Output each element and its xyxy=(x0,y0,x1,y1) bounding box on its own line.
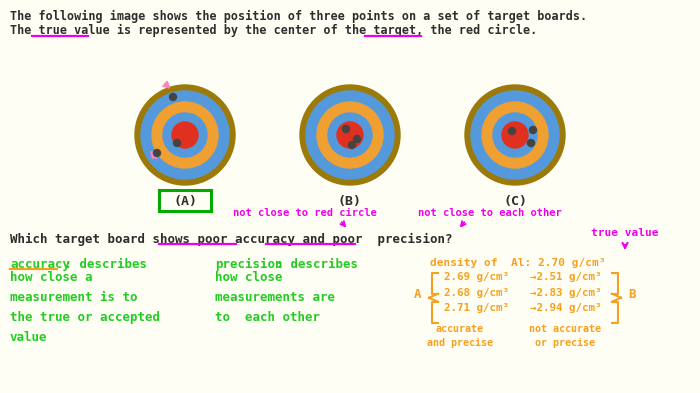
Text: 2.71 g/cm³: 2.71 g/cm³ xyxy=(444,303,509,313)
Text: The true value is represented by the center of the target, the red circle.: The true value is represented by the cen… xyxy=(10,24,538,37)
Circle shape xyxy=(306,91,394,179)
Circle shape xyxy=(153,149,160,156)
Text: not accurate
or precise: not accurate or precise xyxy=(529,325,601,348)
Circle shape xyxy=(482,102,548,168)
Circle shape xyxy=(342,125,349,132)
Text: : describes: : describes xyxy=(57,258,147,271)
Circle shape xyxy=(317,102,383,168)
Circle shape xyxy=(337,122,363,148)
Text: accurate
and precise: accurate and precise xyxy=(427,325,493,348)
Text: (B): (B) xyxy=(338,195,362,208)
Text: Which target board shows poor accuracy and poor  precision?: Which target board shows poor accuracy a… xyxy=(10,233,452,246)
Circle shape xyxy=(471,91,559,179)
Circle shape xyxy=(349,141,356,149)
Text: : describes: : describes xyxy=(267,258,358,271)
Circle shape xyxy=(300,85,400,185)
Circle shape xyxy=(328,113,372,157)
Text: how close a
measurement is to
the true or accepted
value: how close a measurement is to the true o… xyxy=(10,271,160,344)
Circle shape xyxy=(135,85,235,185)
Text: not close to each other: not close to each other xyxy=(418,208,562,218)
Circle shape xyxy=(493,113,537,157)
Text: accuracy: accuracy xyxy=(10,258,70,271)
Text: (A): (A) xyxy=(173,195,197,208)
Circle shape xyxy=(354,136,360,143)
Text: density of  Al: 2.70 g/cm³: density of Al: 2.70 g/cm³ xyxy=(430,258,606,268)
Text: (C): (C) xyxy=(503,195,527,208)
Text: how close
measurements are
to  each other: how close measurements are to each other xyxy=(215,271,335,324)
Text: precision: precision xyxy=(215,258,283,271)
Text: 2.69 g/cm³: 2.69 g/cm³ xyxy=(444,272,509,282)
Text: 2.68 g/cm³: 2.68 g/cm³ xyxy=(444,288,509,298)
Text: A: A xyxy=(414,288,421,301)
Circle shape xyxy=(508,127,515,134)
Circle shape xyxy=(174,140,181,147)
Circle shape xyxy=(169,94,176,101)
Text: The following image shows the position of three points on a set of target boards: The following image shows the position o… xyxy=(10,10,587,23)
Circle shape xyxy=(152,102,218,168)
Circle shape xyxy=(465,85,565,185)
Text: →2.83 g/cm³: →2.83 g/cm³ xyxy=(530,288,601,298)
Text: true value: true value xyxy=(592,228,659,238)
Circle shape xyxy=(141,91,229,179)
Text: B: B xyxy=(629,288,636,301)
Circle shape xyxy=(528,140,535,147)
Text: not close to red circle: not close to red circle xyxy=(233,208,377,218)
Text: →2.51 g/cm³: →2.51 g/cm³ xyxy=(530,272,601,282)
Circle shape xyxy=(163,113,207,157)
Text: →2.94 g/cm³: →2.94 g/cm³ xyxy=(530,303,601,313)
Circle shape xyxy=(502,122,528,148)
Circle shape xyxy=(172,122,198,148)
Circle shape xyxy=(529,127,536,134)
